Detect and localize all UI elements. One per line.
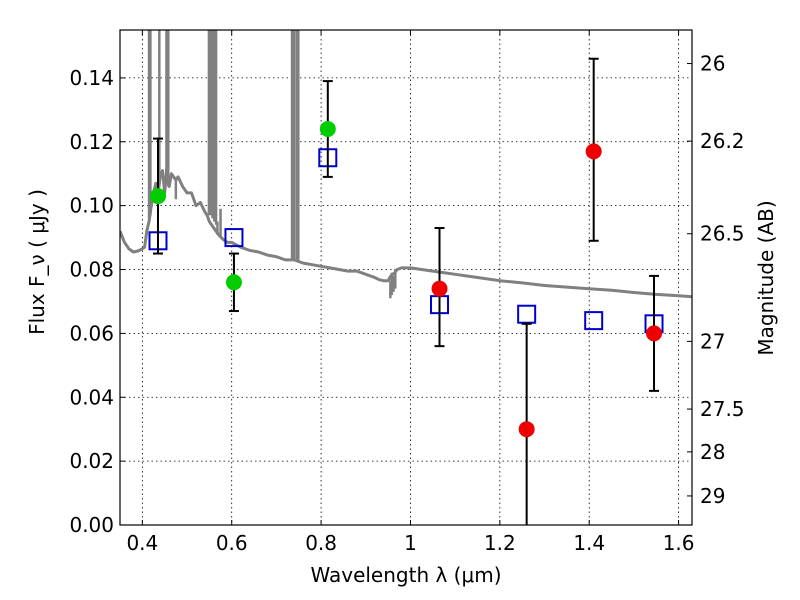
model-photometry-point — [517, 304, 537, 324]
y-tick-label: 0.12 — [69, 130, 114, 154]
data-layer — [120, 30, 692, 525]
mag-tick-label: 29 — [700, 484, 725, 508]
y-axis-label-left: Flux F_ν ( μJy ) — [25, 189, 49, 335]
y-tick-label: 0.08 — [69, 258, 114, 282]
x-tick-label: 1.4 — [573, 531, 605, 555]
optical-detection-point — [149, 188, 166, 205]
model-photometry-point — [224, 228, 244, 248]
mag-tick-label: 27.5 — [700, 397, 745, 421]
y-tick-label: 0.04 — [69, 385, 114, 409]
y-tick-label: 0.02 — [69, 449, 114, 473]
plot-frame — [119, 29, 693, 526]
y-tick-label: 0.00 — [69, 513, 114, 537]
mag-tick-label: 26 — [700, 52, 725, 76]
tick-layer: 0.4 0.6 0.8 1 1.2 1.4 1.6 0.00 0.02 0.04 0.06 0.08 0… — [69, 30, 745, 555]
x-tick-label: 1.2 — [484, 531, 516, 555]
y-axis-label-right: Magnitude (AB) — [754, 200, 778, 355]
x-tick-label: 0.6 — [216, 531, 248, 555]
y-tick-label: 0.14 — [69, 66, 114, 90]
nir-detection-point — [646, 325, 663, 342]
grid-layer — [120, 30, 692, 526]
nir-detection-point — [585, 143, 602, 160]
mag-tick-label: 26.2 — [700, 129, 745, 153]
x-tick-label: 1 — [404, 531, 417, 555]
model-photometry-point — [584, 311, 604, 331]
optical-detection-point — [319, 121, 336, 137]
mag-tick-label: 28 — [700, 440, 725, 464]
nir-detection-point — [431, 280, 448, 297]
x-tick-label: 1.6 — [663, 531, 695, 555]
y-tick-label: 0.06 — [69, 321, 114, 345]
x-tick-label: 0.4 — [126, 531, 158, 555]
mag-tick-label: 27 — [700, 329, 725, 353]
y-tick-label: 0.10 — [69, 194, 114, 218]
mag-tick-label: 26.5 — [700, 222, 745, 246]
optical-detection-point — [225, 274, 242, 291]
x-tick-label: 0.8 — [305, 531, 337, 555]
nir-detection-point — [518, 421, 535, 438]
model-spectrum-line — [120, 165, 692, 299]
x-axis-label: Wavelength λ (μm) — [310, 563, 501, 587]
